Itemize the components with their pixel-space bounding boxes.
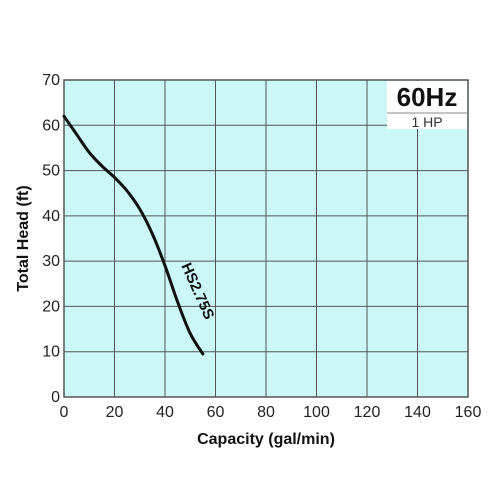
y-tick-label: 0 (51, 389, 60, 406)
y-tick-label: 70 (42, 72, 60, 89)
x-axis-title: Capacity (gal/min) (197, 431, 335, 448)
x-tick-label: 80 (257, 404, 275, 421)
y-tick-label: 10 (42, 344, 60, 361)
x-tick-label: 60 (207, 404, 225, 421)
x-tick-label: 0 (60, 404, 69, 421)
power-label: 1 HP (411, 114, 442, 130)
x-tick-label: 120 (354, 404, 381, 421)
frequency-label: 60Hz (397, 82, 458, 112)
x-tick-label: 20 (106, 404, 124, 421)
y-tick-label: 50 (42, 163, 60, 180)
vertical-gridlines (63, 80, 469, 397)
y-tick-label: 30 (42, 253, 60, 270)
x-tick-label: 160 (455, 404, 482, 421)
x-tick-labels: 0 20 40 60 80 100 120 140 160 (60, 404, 482, 421)
y-tick-label: 40 (42, 208, 60, 225)
y-tick-label: 60 (42, 117, 60, 134)
y-tick-labels: 0 10 20 30 40 50 60 70 (42, 72, 60, 406)
frequency-box (387, 81, 467, 129)
series-line-0 (62, 114, 205, 356)
x-tick-label: 40 (156, 404, 174, 421)
y-axis-title: Total Head (ft) (15, 185, 32, 291)
x-tick-label: 140 (404, 404, 431, 421)
y-tick-label: 20 (42, 298, 60, 315)
x-tick-label: 100 (303, 404, 330, 421)
